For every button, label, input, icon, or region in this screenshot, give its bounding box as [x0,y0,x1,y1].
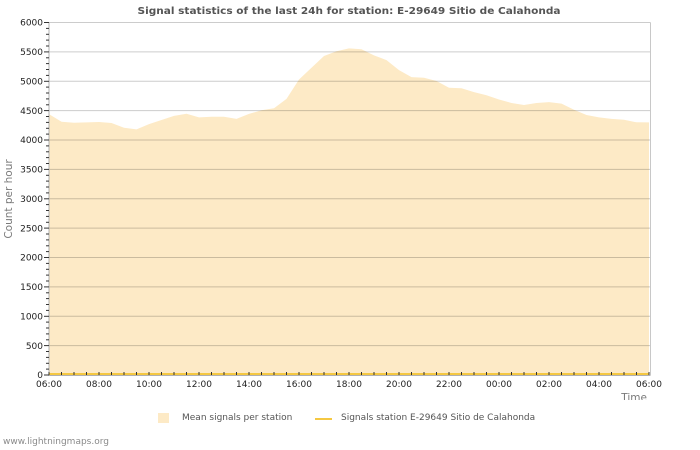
y-tick-label: 6000 [20,19,43,29]
x-tick-label: 16:00 [286,380,312,390]
y-axis-label: Count per hour [3,159,15,239]
y-tick-label: 4000 [20,136,43,146]
legend-item-mean-signals: Mean signals per station [158,408,292,428]
legend-label-mean-signals: Mean signals per station [182,413,293,423]
x-tick-label: 18:00 [336,380,362,390]
chart-legend: Mean signals per station Signals station… [0,408,700,428]
area-swatch-icon [158,413,169,423]
y-tick-label: 1000 [20,312,43,322]
y-tick-label: 1500 [20,283,43,293]
y-tick-label: 3000 [20,195,43,205]
y-tick-label: 5000 [20,78,43,88]
x-axis-ticks: 06:00 08:00 10:00 12:00 14:00 16:00 18:00 20:00… [36,372,662,390]
mean-signals-area [49,48,649,376]
x-tick-label: 08:00 [86,380,112,390]
x-axis-label: Time [620,392,647,400]
y-tick-label: 2000 [20,254,43,264]
legend-item-station-signals: Signals station E-29649 Sitio de Calahon… [315,408,535,428]
site-watermark: www.lightningmaps.org [3,437,109,447]
plot-area [49,48,649,376]
x-tick-label: 06:00 [36,380,62,390]
legend-label-station-signals: Signals station E-29649 Sitio de Calahon… [341,413,536,423]
y-tick-label: 500 [26,342,43,352]
x-tick-label: 02:00 [536,380,562,390]
chart-canvas: Signal statistics of the last 24h for st… [3,6,662,400]
y-tick-label: 4500 [20,107,43,117]
x-tick-label: 20:00 [386,380,412,390]
x-tick-label: 00:00 [486,380,512,390]
x-tick-label: 10:00 [136,380,162,390]
y-tick-label: 0 [37,371,43,381]
y-tick-label: 2500 [20,224,43,234]
x-tick-label: 14:00 [236,380,262,390]
line-swatch-icon [315,417,332,420]
y-axis-ticks: 0 500 1000 1500 2000 2500 3000 3500 4000 4500 5000… [20,19,49,381]
x-tick-label: 12:00 [186,380,212,390]
y-tick-label: 5500 [20,48,43,58]
y-tick-label: 3500 [20,166,43,176]
gridlines [49,22,651,347]
x-tick-label: 06:00 [636,380,662,390]
chart-title: Signal statistics of the last 24h for st… [138,6,561,17]
x-tick-label: 22:00 [436,380,462,390]
x-tick-label: 04:00 [586,380,612,390]
